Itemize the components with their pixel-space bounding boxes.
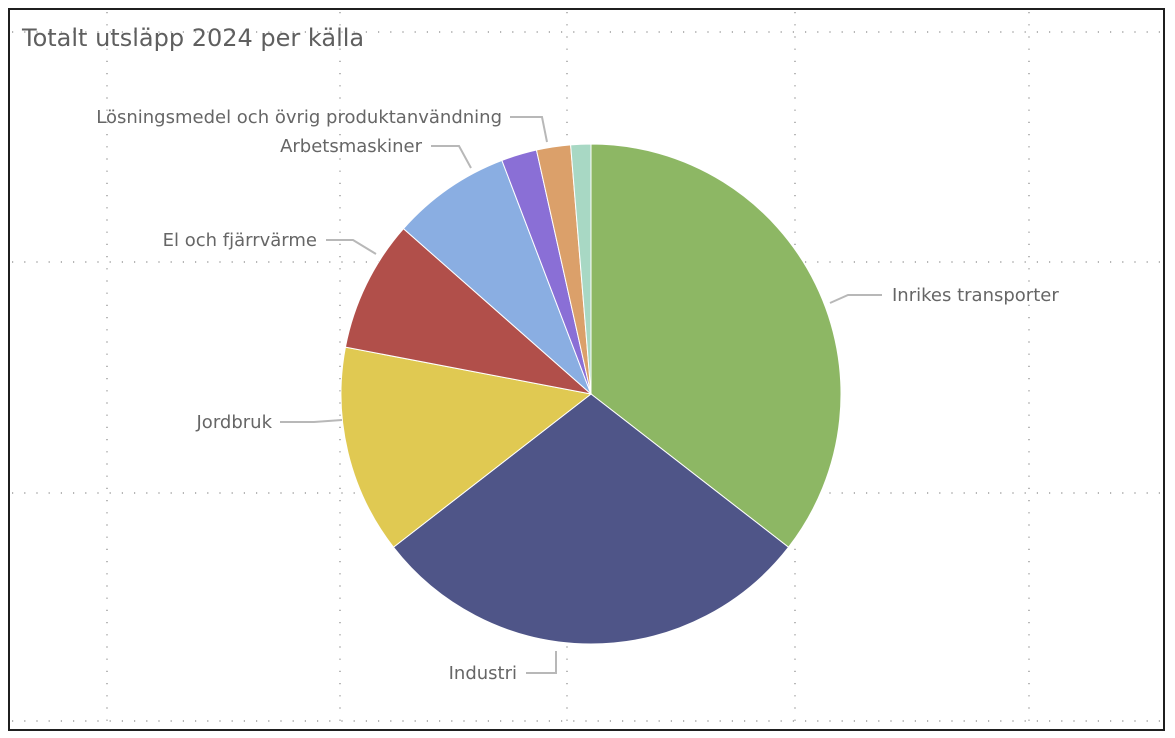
pie-slice-industri[interactable] [392,393,790,645]
slice-label: Lösningsmedel och övrig produktanvändnin… [96,107,502,128]
pie-slice-slice-8[interactable] [570,143,592,395]
leader-line [829,294,882,304]
slice-label: Inrikes transporter [892,285,1059,306]
pie-slice-jordbruk[interactable] [340,346,593,548]
chart-frame: Inrikes transporter Industri Jordbruk El oc… [8,8,1165,731]
pie-slice-arbetsmaskiner[interactable] [402,159,592,395]
pie-slice-inrikes-transporter[interactable] [590,143,842,548]
slice-label: El och fjärrvärme [163,230,317,251]
slice-label: Arbetsmaskiner [280,136,422,157]
slice-labels: Inrikes transporter Industri Jordbruk El oc… [96,107,1059,684]
leader-line [431,145,472,169]
leader-line [326,239,377,255]
slice-label: Jordbruk [196,412,273,433]
pie-slices [340,143,842,645]
leader-line [510,116,548,143]
leader-line [526,651,557,674]
leader-line [280,419,343,423]
slice-label: Industri [449,663,517,684]
pie-chart: Inrikes transporter Industri Jordbruk El oc… [12,12,1163,729]
chart-title: Totalt utsläpp 2024 per källa [21,24,364,52]
pie-slice-el-och-fjarrvarme[interactable] [344,227,593,395]
